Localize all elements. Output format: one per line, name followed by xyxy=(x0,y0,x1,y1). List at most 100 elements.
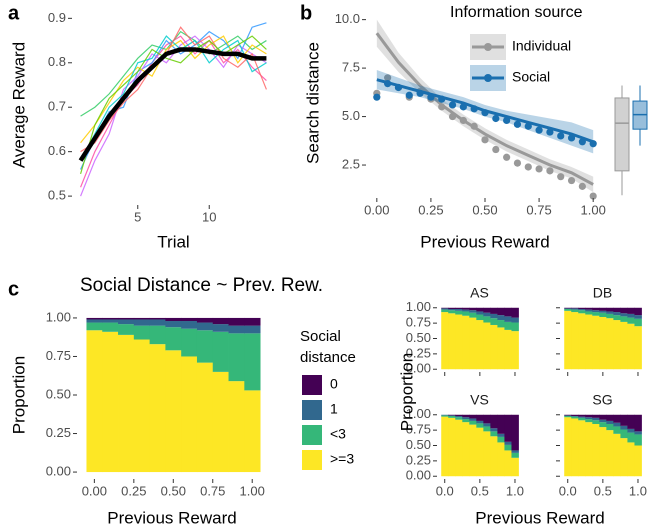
bar-segment xyxy=(462,309,470,312)
point xyxy=(405,91,413,99)
fit-line xyxy=(375,32,594,186)
bar-segment xyxy=(476,414,484,421)
x-tick-label: 0.50 xyxy=(472,202,497,217)
bar-segment xyxy=(228,381,245,473)
point xyxy=(492,145,500,154)
bar-segment xyxy=(585,307,593,310)
point xyxy=(384,74,392,82)
bar-segment xyxy=(585,309,593,312)
legend-key xyxy=(302,450,322,470)
bar-segment xyxy=(613,426,621,434)
bar-segment xyxy=(578,416,586,418)
bar-segment xyxy=(196,322,214,331)
bar-segment xyxy=(476,420,484,424)
bar-segment xyxy=(585,422,593,477)
bar-segment xyxy=(196,362,214,473)
bar-segment xyxy=(476,320,484,370)
bar-segment xyxy=(627,414,635,429)
bar-segment xyxy=(592,423,600,477)
bar-segment xyxy=(497,414,505,434)
x-tick-label: 0.75 xyxy=(526,202,551,217)
bar-segment xyxy=(599,310,607,313)
x-tick-label: 1.0 xyxy=(506,483,524,498)
panel-label: c xyxy=(8,278,19,300)
bar-segment xyxy=(606,430,614,477)
bar-segment xyxy=(592,307,600,311)
y-axis-title: Average Reward xyxy=(9,42,28,168)
legend-key xyxy=(302,375,322,395)
point xyxy=(513,159,522,167)
bar-segment xyxy=(599,422,607,428)
bar-segment xyxy=(490,313,498,319)
bar-segment xyxy=(620,316,628,322)
bar-segment xyxy=(599,307,607,311)
bar-segment xyxy=(620,321,628,370)
bar-segment xyxy=(620,414,628,426)
bar-segment xyxy=(564,414,572,416)
x-tick-label: 0.0 xyxy=(436,483,454,498)
bar-segment xyxy=(212,324,229,332)
bar-segment xyxy=(149,344,166,473)
bar-segment xyxy=(585,311,593,315)
bar-segment xyxy=(455,307,463,309)
bar-segment xyxy=(571,418,579,477)
bar-segment xyxy=(578,420,586,477)
point xyxy=(546,167,554,175)
y-tick-label: 0.00 xyxy=(406,361,431,376)
bar-segment xyxy=(511,322,519,332)
bar-segment xyxy=(504,441,512,445)
y-tick-label: 0.25 xyxy=(406,452,431,467)
line xyxy=(80,35,267,175)
bar-segment xyxy=(149,317,166,320)
y-tick-label: 0.5 xyxy=(48,188,66,203)
bar-segment xyxy=(564,415,572,418)
bar-segment xyxy=(86,330,103,473)
bar-segment xyxy=(469,418,477,421)
bar-segment xyxy=(455,415,463,418)
bar-segment xyxy=(462,419,470,423)
legend-key xyxy=(484,74,492,82)
bar-segment xyxy=(571,416,579,419)
bar-segment xyxy=(165,317,182,322)
x-tick-label: 0.50 xyxy=(161,483,186,498)
x-tick-label: 0.25 xyxy=(418,202,443,217)
bar-segment xyxy=(455,308,463,311)
bar-segment xyxy=(599,419,607,423)
y-tick-label: 0.25 xyxy=(406,345,431,360)
bar-segment xyxy=(620,313,628,317)
bar-segment xyxy=(462,307,470,310)
facet-title: SG xyxy=(592,392,612,408)
point xyxy=(481,136,489,144)
bar-segment xyxy=(212,331,229,372)
panel-label: b xyxy=(300,2,312,24)
bar-segment xyxy=(504,316,512,322)
bar-segment xyxy=(627,442,635,477)
bar-segment xyxy=(483,414,491,424)
bar-segment xyxy=(585,417,593,420)
point xyxy=(557,173,565,181)
bar-segment xyxy=(497,307,505,316)
bar-segment xyxy=(102,322,119,332)
bar-segment xyxy=(448,310,456,314)
bar-segment xyxy=(578,313,586,370)
bar-segment xyxy=(165,327,182,351)
bar-segment xyxy=(627,432,635,443)
y-tick-label: 0.75 xyxy=(46,348,71,363)
bar-segment xyxy=(511,331,519,370)
y-tick-label: 2.5 xyxy=(342,156,360,171)
bar-segment xyxy=(606,311,614,314)
point xyxy=(524,122,532,130)
y-tick-label: 1.00 xyxy=(46,309,71,324)
legend-key xyxy=(302,400,322,420)
point xyxy=(546,128,554,136)
bar-segment xyxy=(462,417,470,420)
bar-segment xyxy=(483,431,491,477)
y-tick-label: 10.0 xyxy=(335,11,360,26)
bar-segment xyxy=(613,433,621,477)
bar-segment xyxy=(483,316,491,323)
legend-key xyxy=(302,425,322,445)
bar-segment xyxy=(571,312,579,370)
x-tick-label: 0.00 xyxy=(364,202,389,217)
bar-segment xyxy=(133,319,151,326)
